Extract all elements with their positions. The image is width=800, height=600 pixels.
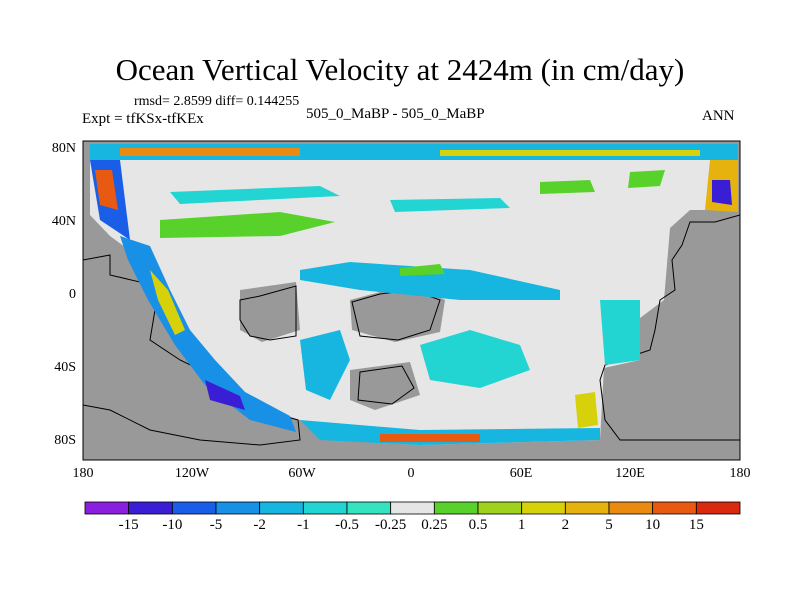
signal-north-band-warm — [120, 148, 300, 156]
experiment-label: Expt = tfKSx-tfKEx — [82, 111, 204, 127]
colorbar-label: -15 — [118, 517, 139, 533]
signal-cyan-mid — [390, 198, 510, 212]
colorbar-label: -1 — [297, 517, 310, 533]
signal-sw-cool — [205, 380, 245, 410]
colorbar-label: 2 — [561, 517, 570, 533]
colorbar-swatch — [521, 501, 566, 515]
signal-south-band — [300, 420, 600, 445]
season-label: ANN — [702, 108, 735, 124]
lat-tick-80s: 80S — [54, 433, 76, 448]
colorbar-label: -10 — [162, 517, 183, 533]
signal-south-warm — [380, 434, 480, 442]
outline-south-continent — [357, 365, 415, 405]
lon-tick-180w: 180 — [72, 466, 94, 481]
velocity-patches — [90, 144, 738, 445]
colorbar — [84, 501, 741, 515]
chart-title: Ocean Vertical Velocity at 2424m (in cm/… — [115, 52, 685, 87]
colorbar-swatch — [433, 501, 479, 515]
colorbar-label: 10 — [645, 517, 661, 533]
lat-tick-0: 0 — [69, 287, 76, 302]
colorbar-swatch — [695, 501, 741, 515]
colorbar-swatch — [128, 501, 173, 515]
colorbar-label: 5 — [605, 517, 613, 533]
plot-frame — [82, 140, 741, 461]
signal-east-cyan — [600, 300, 640, 365]
signal-equatorial-green — [400, 264, 445, 276]
lon-tick-120w: 120W — [174, 466, 210, 481]
colorbar-swatch — [652, 501, 697, 515]
lat-tick-80n: 80N — [51, 141, 76, 156]
signal-cyan-streak — [170, 186, 340, 204]
case-label: 505_0_MaBP - 505_0_MaBP — [306, 106, 485, 122]
colorbar-label: 0.25 — [421, 517, 448, 533]
signal-west-coast-band — [120, 236, 296, 432]
signal-green-ne-2 — [628, 170, 665, 188]
colorbar-label: 15 — [688, 517, 704, 533]
colorbar-label: -5 — [209, 517, 223, 533]
colorbar-label: -0.5 — [335, 517, 359, 533]
signal-central-south — [300, 330, 350, 400]
lat-tick-40s: 40S — [54, 360, 76, 375]
colorbar-swatch — [346, 501, 392, 515]
colorbar-swatch — [84, 501, 130, 515]
outline-east-continent — [599, 214, 740, 441]
colorbar-swatch — [564, 501, 610, 515]
signal-west-margin-warm — [95, 170, 118, 210]
outline-africa — [351, 289, 441, 341]
signal-equatorial — [300, 262, 560, 300]
colorbar-swatch — [259, 501, 304, 515]
lon-tick-60w: 60W — [288, 466, 316, 481]
lon-tick-60e: 60E — [509, 466, 533, 481]
lon-tick-0: 0 — [407, 466, 415, 481]
signal-north-band-warm-2 — [440, 150, 700, 156]
stats-label: rmsd= 2.8599 diff= 0.144255 — [134, 94, 300, 109]
colorbar-label: -2 — [253, 517, 266, 533]
signal-west-coast-warm — [150, 270, 185, 335]
colorbar-swatch — [390, 501, 435, 515]
signal-green-streak — [160, 212, 335, 238]
signal-east-pacific-yellow — [575, 392, 598, 428]
signal-east-margin-cool — [712, 180, 732, 205]
colorbar-label: 1 — [517, 517, 526, 533]
colorbar-swatch — [215, 501, 261, 515]
colorbar-label: 0.5 — [468, 517, 488, 533]
colorbar-label: -0.25 — [375, 517, 407, 533]
colorbar-swatch — [477, 501, 523, 515]
outline-central-continent — [239, 285, 297, 341]
colorbar-swatch — [302, 501, 348, 515]
signal-green-ne — [540, 180, 595, 194]
colorbar-swatch — [608, 501, 654, 515]
signal-south-atlantic — [420, 330, 530, 388]
lat-tick-40n: 40N — [51, 214, 76, 229]
lon-tick-120e: 120E — [615, 466, 645, 481]
lon-tick-180e: 180 — [729, 466, 751, 481]
colorbar-swatch — [171, 501, 217, 515]
